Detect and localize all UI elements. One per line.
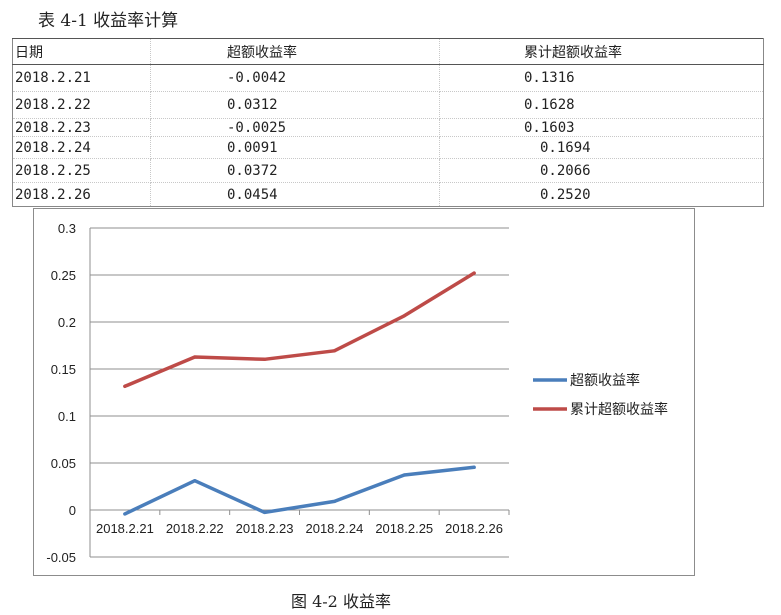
cell-cumulative-return: 0.1316 xyxy=(439,64,764,92)
y-tick-label: -0.05 xyxy=(46,550,76,565)
cell-date: 2018.2.26 xyxy=(12,182,151,207)
cell-excess-return: -0.0042 xyxy=(150,64,440,92)
y-tick-label: 0.05 xyxy=(51,456,76,471)
data-point xyxy=(123,512,127,516)
data-point xyxy=(402,314,406,318)
y-tick-label: 0.25 xyxy=(51,268,76,283)
cell-date: 2018.2.21 xyxy=(12,64,151,92)
header-excess-return: 超额收益率 xyxy=(150,38,440,65)
table-row: 2018.2.25 0.0372 0.2066 xyxy=(12,158,764,183)
x-tick-label: 2018.2.22 xyxy=(166,521,224,536)
series-lines xyxy=(123,271,476,516)
cell-excess-return: 0.0454 xyxy=(150,182,440,207)
legend-label: 超额收益率 xyxy=(570,372,640,389)
cell-excess-return: 0.0312 xyxy=(150,91,440,119)
y-tick-label: 0.1 xyxy=(58,409,76,424)
data-point xyxy=(402,473,406,477)
cell-cumulative-return: 0.2066 xyxy=(439,158,764,183)
header-date: 日期 xyxy=(12,38,151,65)
chart-frame: 0.3 0.25 0.2 0.15 0.1 0.05 0 -0.05 2018.2.21 201… xyxy=(33,208,695,576)
x-tick-label: 2018.2.24 xyxy=(305,521,363,536)
data-point xyxy=(472,465,476,469)
x-axis-ticks: 2018.2.21 2018.2.22 2018.2.23 2018.2.24 2018… xyxy=(89,510,510,536)
cell-date: 2018.2.24 xyxy=(12,136,151,159)
figure-caption: 图 4-2 收益率 xyxy=(291,592,391,611)
table-title: 表 4-1 收益率计算 xyxy=(38,11,179,31)
cell-excess-return: 0.0372 xyxy=(150,158,440,183)
data-point xyxy=(123,384,127,388)
cell-cumulative-return: 0.1694 xyxy=(439,136,764,159)
x-tick-label: 2018.2.25 xyxy=(375,521,433,536)
data-point xyxy=(193,355,197,359)
table-header-row: 日期 超额收益率 累计超额收益率 xyxy=(12,38,764,65)
series-line-0 xyxy=(123,465,476,516)
cell-excess-return: 0.0091 xyxy=(150,136,440,159)
table-row: 2018.2.24 0.0091 0.1694 xyxy=(12,136,764,159)
x-tick-label: 2018.2.26 xyxy=(445,521,503,536)
cell-cumulative-return: 0.1628 xyxy=(439,91,764,119)
data-point xyxy=(332,499,337,504)
returns-table: 日期 超额收益率 累计超额收益率 2018.2.21 -0.0042 0.131… xyxy=(12,38,764,207)
x-tick-label: 2018.2.23 xyxy=(236,521,294,536)
y-tick-label: 0.2 xyxy=(58,315,76,330)
table-row: 2018.2.23 -0.0025 0.1603 xyxy=(12,118,764,137)
cell-date: 2018.2.22 xyxy=(12,91,151,119)
x-tick-label: 2018.2.21 xyxy=(96,521,154,536)
table-row: 2018.2.21 -0.0042 0.1316 xyxy=(12,64,764,92)
data-point xyxy=(332,349,337,353)
cell-date: 2018.2.23 xyxy=(12,118,151,137)
cell-excess-return: -0.0025 xyxy=(150,118,440,137)
table-row: 2018.2.22 0.0312 0.1628 xyxy=(12,91,764,119)
y-tick-label: 0.15 xyxy=(51,362,76,377)
y-axis-ticks: 0.3 0.25 0.2 0.15 0.1 0.05 0 -0.05 xyxy=(46,221,76,565)
data-point xyxy=(262,357,267,361)
line-chart: 0.30.250.20.150.10.050-0.05 2018.2.21 201… xyxy=(46,221,668,565)
data-point xyxy=(193,479,197,483)
y-tick-label: 0 xyxy=(69,503,76,518)
cell-cumulative-return: 0.1603 xyxy=(439,118,764,137)
table-row: 2018.2.26 0.0454 0.2520 xyxy=(12,182,764,207)
data-point xyxy=(262,510,267,514)
legend-label: 累计超额收益率 xyxy=(570,401,668,418)
cell-cumulative-return: 0.2520 xyxy=(439,182,764,207)
header-cumulative-return: 累计超额收益率 xyxy=(439,38,764,65)
cell-date: 2018.2.25 xyxy=(12,158,151,183)
data-point xyxy=(472,271,476,275)
y-tick-label: 0.3 xyxy=(58,221,76,236)
series-line-1 xyxy=(123,271,476,389)
